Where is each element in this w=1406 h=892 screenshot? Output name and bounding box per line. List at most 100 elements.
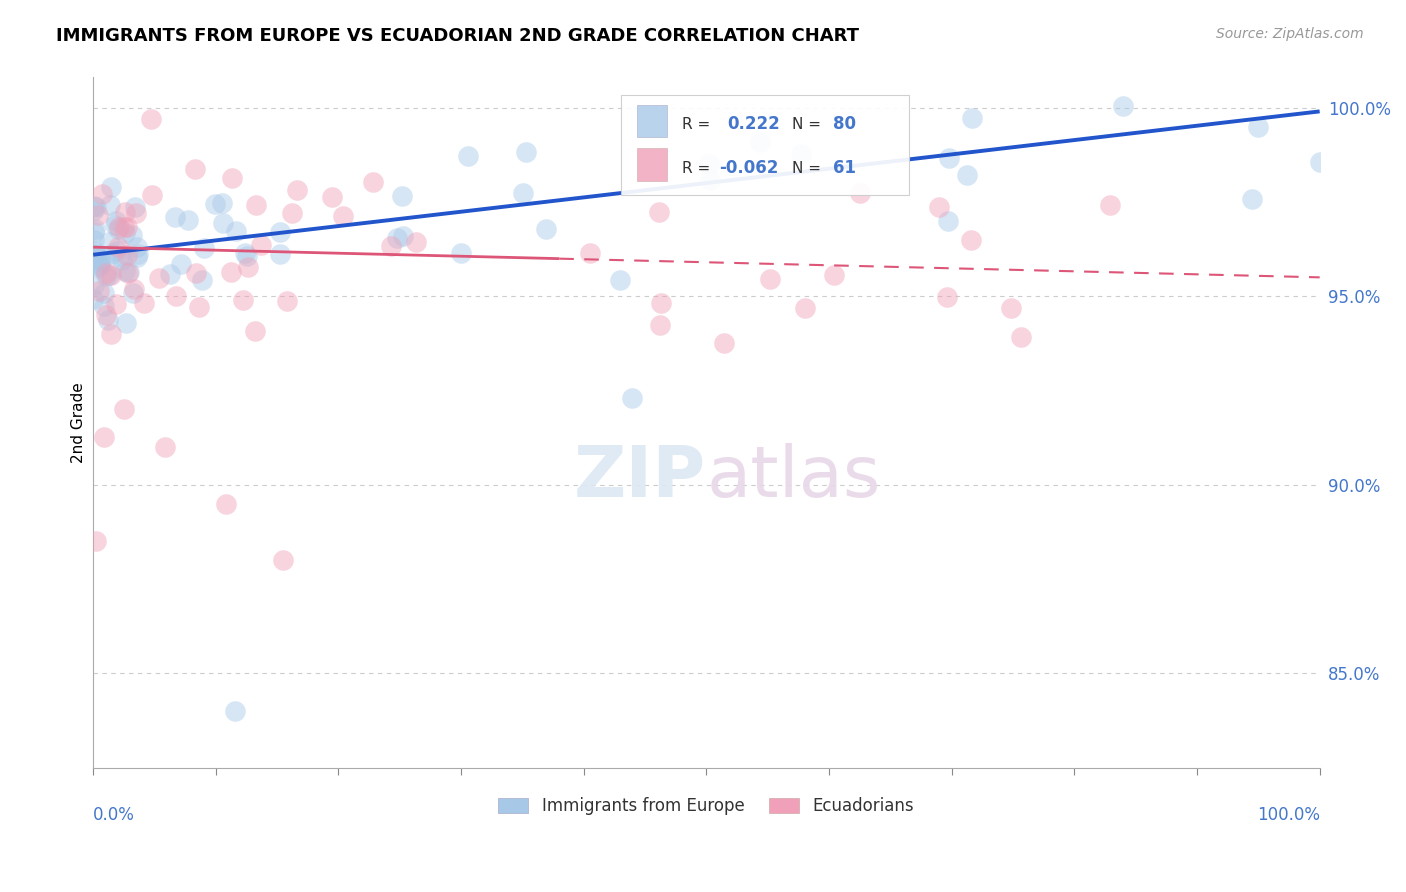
Point: [98, 235, 121, 249]
Point: [100, 326, 122, 341]
Point: [789, 147, 811, 161]
Point: [938, 214, 960, 228]
Point: [579, 245, 602, 260]
Point: [457, 149, 479, 163]
Point: [121, 228, 143, 243]
Point: [648, 318, 671, 332]
Point: [153, 440, 176, 454]
Point: [87, 284, 110, 298]
Point: [1247, 120, 1270, 134]
Point: [83, 225, 105, 239]
Point: [245, 198, 267, 212]
Point: [115, 219, 138, 234]
Point: [287, 183, 309, 197]
Point: [84, 248, 107, 262]
Point: [148, 270, 170, 285]
Point: [269, 247, 291, 261]
Text: -0.062: -0.062: [718, 159, 778, 177]
Point: [332, 209, 354, 223]
Point: [132, 296, 155, 310]
Point: [361, 175, 384, 189]
Point: [515, 145, 537, 159]
Text: 61: 61: [832, 159, 856, 177]
Point: [215, 497, 238, 511]
Text: ZIP: ZIP: [574, 443, 706, 512]
Point: [107, 222, 129, 236]
Bar: [637, 148, 668, 181]
Point: [1240, 193, 1263, 207]
Point: [104, 297, 127, 311]
Point: [83, 199, 105, 213]
Point: [276, 293, 298, 308]
Point: [118, 265, 141, 279]
Point: [100, 197, 122, 211]
Point: [94, 268, 117, 283]
Point: [191, 272, 214, 286]
Point: [211, 216, 233, 230]
Point: [100, 247, 122, 261]
Point: [82, 247, 104, 261]
Point: [250, 237, 273, 252]
Point: [183, 162, 205, 177]
Point: [193, 241, 215, 255]
Point: [94, 308, 117, 322]
Point: [962, 111, 984, 125]
Point: [111, 252, 134, 267]
Point: [609, 273, 631, 287]
Point: [112, 219, 135, 234]
Point: [620, 391, 643, 405]
Point: [124, 200, 146, 214]
Point: [211, 196, 233, 211]
Point: [392, 229, 415, 244]
Point: [1099, 197, 1122, 211]
Point: [848, 186, 870, 201]
Point: [107, 249, 129, 263]
Point: [794, 301, 817, 316]
Point: [94, 266, 117, 280]
Point: [117, 266, 139, 280]
Point: [699, 173, 721, 187]
Point: [107, 240, 129, 254]
Y-axis label: 2nd Grade: 2nd Grade: [72, 382, 86, 463]
Point: [93, 299, 115, 313]
Point: [82, 292, 104, 306]
Point: [221, 265, 243, 279]
Point: [165, 211, 187, 225]
Point: [121, 285, 143, 300]
Point: [108, 220, 131, 235]
Point: [405, 235, 427, 249]
Point: [159, 267, 181, 281]
Point: [236, 260, 259, 275]
Point: [82, 256, 104, 270]
Point: [127, 247, 149, 261]
Point: [93, 430, 115, 444]
Point: [647, 205, 669, 219]
Point: [269, 225, 291, 239]
Text: IMMIGRANTS FROM EUROPE VS ECUADORIAN 2ND GRADE CORRELATION CHART: IMMIGRANTS FROM EUROPE VS ECUADORIAN 2ND…: [56, 27, 859, 45]
Point: [936, 290, 959, 304]
Point: [759, 272, 782, 286]
Text: N =: N =: [792, 161, 821, 176]
Point: [115, 248, 138, 262]
Point: [184, 266, 207, 280]
Point: [938, 151, 960, 165]
Point: [90, 255, 112, 269]
Point: [84, 201, 107, 215]
Point: [97, 268, 120, 282]
Point: [104, 214, 127, 228]
Point: [125, 205, 148, 219]
Point: [139, 112, 162, 127]
Point: [115, 316, 138, 330]
Point: [1309, 155, 1331, 169]
Point: [243, 324, 266, 338]
Point: [97, 312, 120, 326]
Point: [232, 293, 254, 307]
Point: [236, 249, 259, 263]
Point: [928, 200, 950, 214]
Point: [87, 252, 110, 266]
Point: [321, 190, 343, 204]
Point: [1010, 330, 1032, 344]
Point: [127, 250, 149, 264]
Point: [104, 218, 127, 232]
Point: [233, 246, 256, 260]
